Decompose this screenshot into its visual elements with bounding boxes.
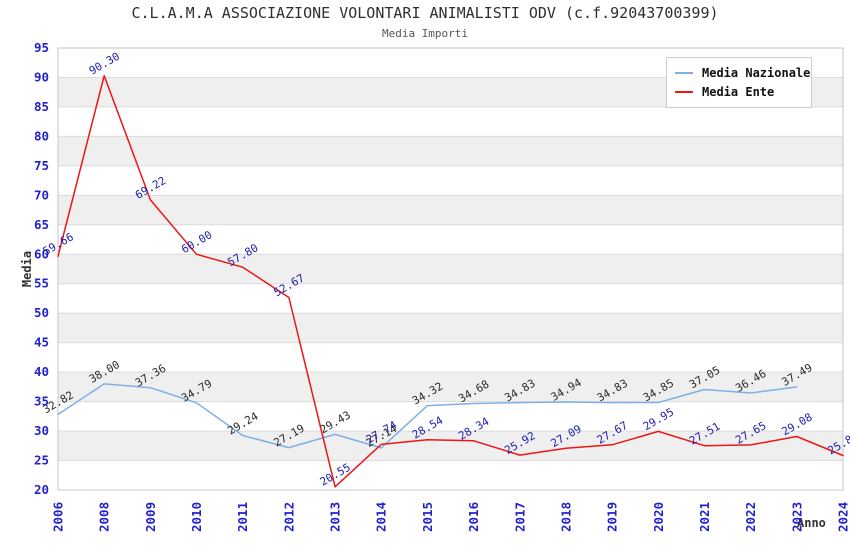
y-tick-label: 90 (34, 69, 49, 84)
y-tick-label: 40 (34, 364, 49, 379)
y-tick-label: 25 (34, 453, 49, 468)
y-tick-label: 20 (34, 482, 49, 497)
x-tick-label: 2016 (466, 502, 481, 532)
x-tick-label: 2018 (558, 502, 573, 532)
x-tick-label: 2014 (374, 502, 389, 532)
plot-band (58, 195, 843, 225)
y-tick-label: 70 (34, 187, 49, 202)
legend-line-sample-ente (675, 90, 693, 93)
x-tick-label: 2020 (651, 502, 666, 532)
legend-line-sample-nazionale (675, 71, 693, 74)
x-tick-label: 2024 (836, 502, 850, 532)
plot-border (57, 47, 844, 491)
x-tick-label: 2022 (743, 502, 758, 532)
y-tick-label: 55 (34, 276, 49, 291)
y-tick-label: 95 (34, 40, 49, 55)
x-tick-label: 2008 (97, 502, 112, 532)
legend-label-ente: Media Ente (702, 84, 775, 99)
x-axis-title: Anno (797, 516, 826, 530)
series-line-media-nazionale (57, 383, 798, 449)
y-tick-label: 30 (34, 423, 49, 438)
y-tick-label: 75 (34, 158, 49, 173)
x-tick-label: 2009 (143, 502, 158, 532)
x-tick-label: 2012 (281, 502, 296, 532)
x-tick-label: 2023 (789, 502, 804, 532)
legend-item-media-nazionale: Media Nazionale (675, 63, 810, 82)
x-tick-label: 2013 (328, 502, 343, 532)
y-tick-label: 35 (34, 394, 49, 409)
x-tick-label: 2017 (512, 502, 527, 532)
series-line-media-ente (57, 74, 844, 488)
x-tick-label: 2015 (420, 502, 435, 532)
plot-band (58, 313, 843, 343)
chart-subtitle: Media Importi (381, 27, 469, 40)
plot-band (58, 254, 843, 284)
x-tick-label: 2021 (697, 502, 712, 532)
legend-label-nazionale: Media Nazionale (702, 65, 811, 80)
x-tick-label: 2019 (605, 502, 620, 532)
y-tick-label: 60 (34, 246, 49, 261)
x-tick-label: 2011 (235, 502, 250, 532)
x-tick-label: 2006 (51, 502, 66, 532)
x-tick-label: 2010 (189, 502, 204, 532)
legend-item-media-ente: Media Ente (675, 82, 803, 101)
plot-band (58, 372, 843, 402)
chart-title: C.L.A.M.A ASSOCIAZIONE VOLONTARI ANIMALI… (131, 4, 719, 22)
legend: Media Nazionale Media Ente (666, 57, 812, 108)
y-tick-label: 85 (34, 99, 49, 114)
y-tick-label: 50 (34, 305, 49, 320)
y-tick-label: 80 (34, 128, 49, 143)
plot-band (58, 136, 843, 166)
y-tick-label: 65 (34, 217, 49, 232)
y-tick-label: 45 (34, 335, 49, 350)
